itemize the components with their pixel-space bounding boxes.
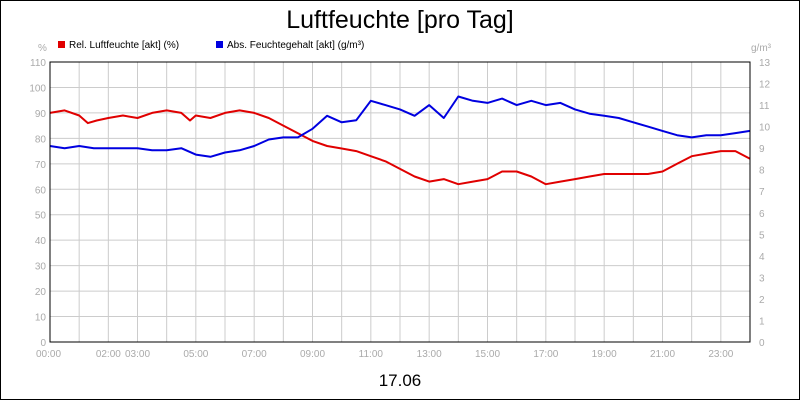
x-tick-label: 00:00	[36, 349, 61, 360]
x-tick-label: 21:00	[650, 349, 675, 360]
x-tick-label: 17:00	[533, 349, 558, 360]
x-tick-label: 07:00	[242, 349, 267, 360]
x-tick-label: 03:00	[125, 349, 150, 360]
left-tick-label: 110	[30, 58, 46, 69]
right-tick-label: 12	[759, 80, 771, 91]
chart-title: Luftfeuchte [pro Tag]	[286, 6, 513, 34]
right-tick-label: 10	[759, 123, 771, 134]
legend-label-1: Rel. Luftfeuchte [akt] (%)	[69, 40, 179, 51]
right-tick-label: 8	[759, 166, 765, 177]
legend-swatch-1	[58, 41, 65, 48]
left-tick-label: 90	[35, 109, 47, 120]
left-axis-unit: %	[38, 43, 47, 54]
right-tick-label: 2	[759, 295, 765, 306]
right-axis-unit: g/m³	[751, 43, 772, 54]
left-tick-label: 30	[35, 262, 47, 273]
right-tick-label: 11	[759, 101, 770, 112]
right-tick-label: 7	[759, 187, 765, 198]
left-tick-label: 70	[35, 160, 47, 171]
left-tick-label: 100	[29, 83, 46, 94]
left-axis-ticks: 0 10 20 30 40 50 60 70 80 90 100 110	[29, 58, 46, 349]
x-tick-label: 15:00	[475, 349, 500, 360]
right-tick-label: 9	[759, 144, 765, 155]
x-tick-label: 19:00	[592, 349, 617, 360]
left-tick-label: 40	[35, 236, 47, 247]
right-tick-label: 13	[759, 58, 771, 69]
left-tick-label: 20	[35, 287, 47, 298]
x-tick-label: 11:00	[359, 349, 384, 360]
series-lines	[49, 95, 751, 186]
left-tick-label: 10	[35, 313, 47, 324]
x-tick-label: 05:00	[183, 349, 208, 360]
x-tick-label: 13:00	[417, 349, 442, 360]
left-tick-label: 0	[40, 338, 46, 349]
series-line-1	[49, 109, 751, 186]
legend: Rel. Luftfeuchte [akt] (%) Abs. Feuchtege…	[58, 40, 364, 51]
left-tick-label: 80	[35, 134, 47, 145]
right-tick-label: 1	[759, 316, 765, 327]
left-tick-label: 50	[35, 211, 47, 222]
right-tick-label: 0	[759, 338, 765, 349]
date-label: 17.06	[379, 371, 422, 390]
left-tick-label: 60	[35, 185, 47, 196]
x-axis-ticks: 00:00 02:00 03:00 05:00 07:00 09:00 11:00 13:00…	[36, 349, 734, 360]
x-tick-label: 23:00	[708, 349, 733, 360]
series-line-2	[49, 95, 751, 158]
right-tick-label: 6	[759, 209, 765, 220]
x-tick-label: 02:00	[96, 349, 121, 360]
right-tick-label: 3	[759, 273, 765, 284]
right-tick-label: 5	[759, 230, 765, 241]
legend-label-2: Abs. Feuchtegehalt [akt] (g/m³)	[227, 40, 364, 51]
plot-area-border	[49, 61, 751, 343]
x-tick-label: 09:00	[300, 349, 325, 360]
right-tick-label: 4	[759, 252, 765, 263]
grid	[49, 61, 751, 343]
legend-swatch-2	[216, 41, 223, 48]
